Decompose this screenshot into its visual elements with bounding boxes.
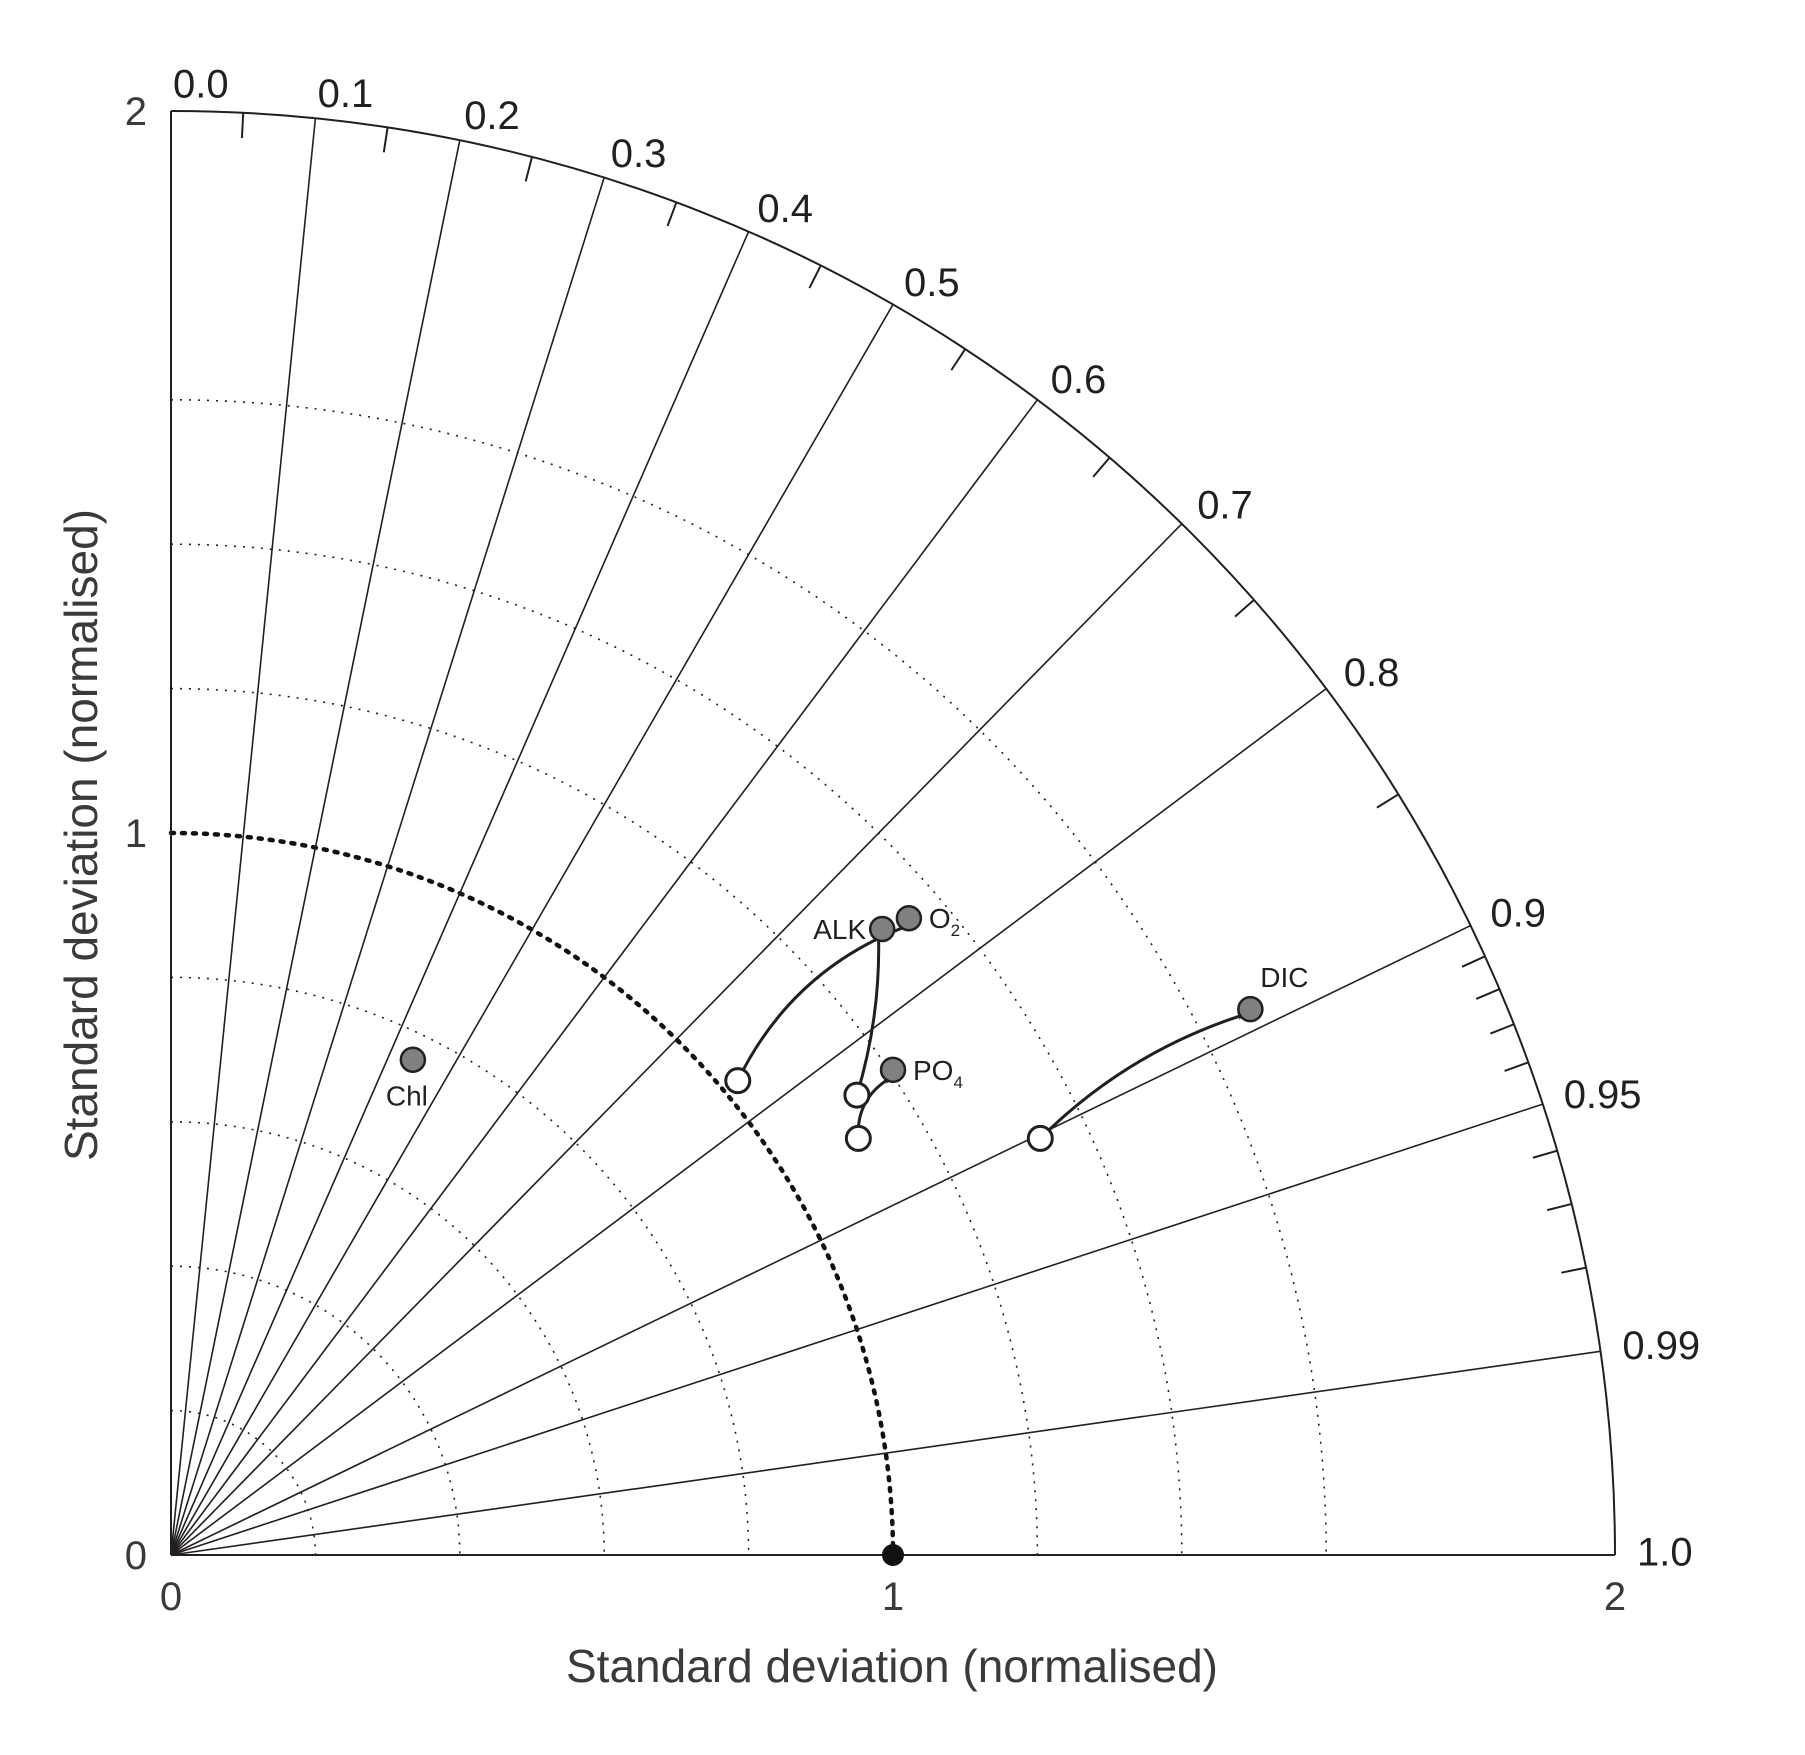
corr-line-0.1 [170, 118, 317, 1556]
x-axis-title: Standard deviation (normalised) [566, 1640, 1218, 1692]
corr-label: 0.4 [757, 187, 813, 231]
corr-minor-tick [666, 201, 678, 227]
corr-line-0.2 [170, 140, 461, 1556]
start-point [1026, 1124, 1054, 1152]
corr-minor-tick [1461, 955, 1486, 968]
std-arc-0.6 [170, 1121, 605, 1556]
correlation-labels: 0.0 0.1 0.2 0.3 0.4 0.5 0.6 0.7 0.8 0.9 0.95 0.99 1.… [173, 63, 1700, 1575]
corr-label: 0.0 [173, 63, 229, 107]
corr-label: 0.1 [318, 72, 374, 116]
reference-point [882, 1544, 904, 1566]
arrow [736, 924, 911, 1082]
start-point [844, 1124, 872, 1152]
start-point [724, 1067, 752, 1095]
corr-line-0.3 [170, 177, 605, 1556]
corr-label: 0.3 [611, 132, 667, 176]
point-label: ALK [813, 914, 866, 945]
point-chl [399, 1046, 427, 1073]
corr-label: 0.7 [1197, 484, 1253, 528]
corr-line-0.4 [170, 231, 750, 1556]
y-tick-label: 0 [125, 1534, 147, 1578]
data-points: Chl ALK O2 PO4 DIC [386, 903, 1309, 1566]
std-arc-1.6 [170, 399, 1327, 1556]
start-point [843, 1081, 871, 1109]
corr-line-0.5 [170, 304, 894, 1556]
point-alk [868, 915, 896, 943]
std-arc-0.4 [170, 1265, 461, 1556]
outer-arc [170, 110, 1616, 1556]
x-tick-label: 0 [160, 1575, 182, 1619]
corr-minor-tick [1546, 1202, 1572, 1212]
corr-label: 0.6 [1051, 358, 1107, 402]
reference-arc [168, 830, 896, 1558]
y-axis-title: Standard deviation (normalised) [55, 509, 107, 1161]
axes: Standard deviation (normalised) Standard… [55, 90, 1626, 1692]
corr-line-0.95 [170, 1103, 1544, 1556]
point-label: Chl [386, 1081, 428, 1112]
corr-minor-tick [808, 265, 822, 289]
point-label: O2 [929, 903, 960, 940]
y-tick-label: 1 [125, 812, 147, 856]
corr-label: 0.5 [904, 261, 960, 305]
point-label: DIC [1260, 962, 1308, 993]
corr-minor-tick [1561, 1266, 1587, 1274]
point-dic [1237, 995, 1264, 1023]
corr-minor-tick [240, 112, 245, 139]
corr-label: 0.95 [1564, 1073, 1642, 1117]
arrow [1039, 1013, 1245, 1140]
corr-minor-tick [1504, 1061, 1529, 1072]
corr-label: 1.0 [1637, 1531, 1693, 1575]
corr-label: 0.8 [1344, 651, 1400, 695]
corr-minor-tick [1490, 1023, 1515, 1035]
corr-line-0.9 [170, 924, 1471, 1556]
corr-minor-tick [1234, 599, 1255, 618]
corr-minor-tick [950, 348, 967, 371]
std-arc-0.8 [170, 976, 750, 1556]
corr-line-0.8 [170, 687, 1327, 1556]
correlation-ticks [240, 112, 1587, 1274]
corr-minor-tick [1092, 457, 1111, 478]
std-arc-1.2 [170, 687, 1039, 1556]
point-label: PO4 [913, 1055, 963, 1092]
corr-line-0.7 [170, 523, 1183, 1556]
corr-minor-tick [1532, 1149, 1558, 1159]
corr-line-0.6 [170, 399, 1039, 1556]
corr-label: 0.9 [1490, 892, 1546, 936]
y-tick-label: 2 [125, 90, 147, 134]
grid [168, 118, 1601, 1558]
corr-minor-tick [524, 156, 533, 182]
corr-label: 0.2 [464, 94, 520, 138]
corr-line-0.99 [170, 1350, 1601, 1556]
point-po [879, 1056, 907, 1084]
x-tick-label: 2 [1604, 1575, 1626, 1619]
corr-label: 0.99 [1622, 1324, 1700, 1368]
corr-minor-tick [1376, 793, 1399, 809]
arrows [736, 924, 1245, 1140]
std-arc-1.4 [170, 543, 1183, 1556]
arrow [855, 934, 883, 1096]
point-o [895, 904, 923, 932]
corr-minor-tick [1475, 988, 1500, 1000]
corr-minor-tick [382, 127, 389, 153]
x-tick-label: 1 [882, 1575, 904, 1619]
